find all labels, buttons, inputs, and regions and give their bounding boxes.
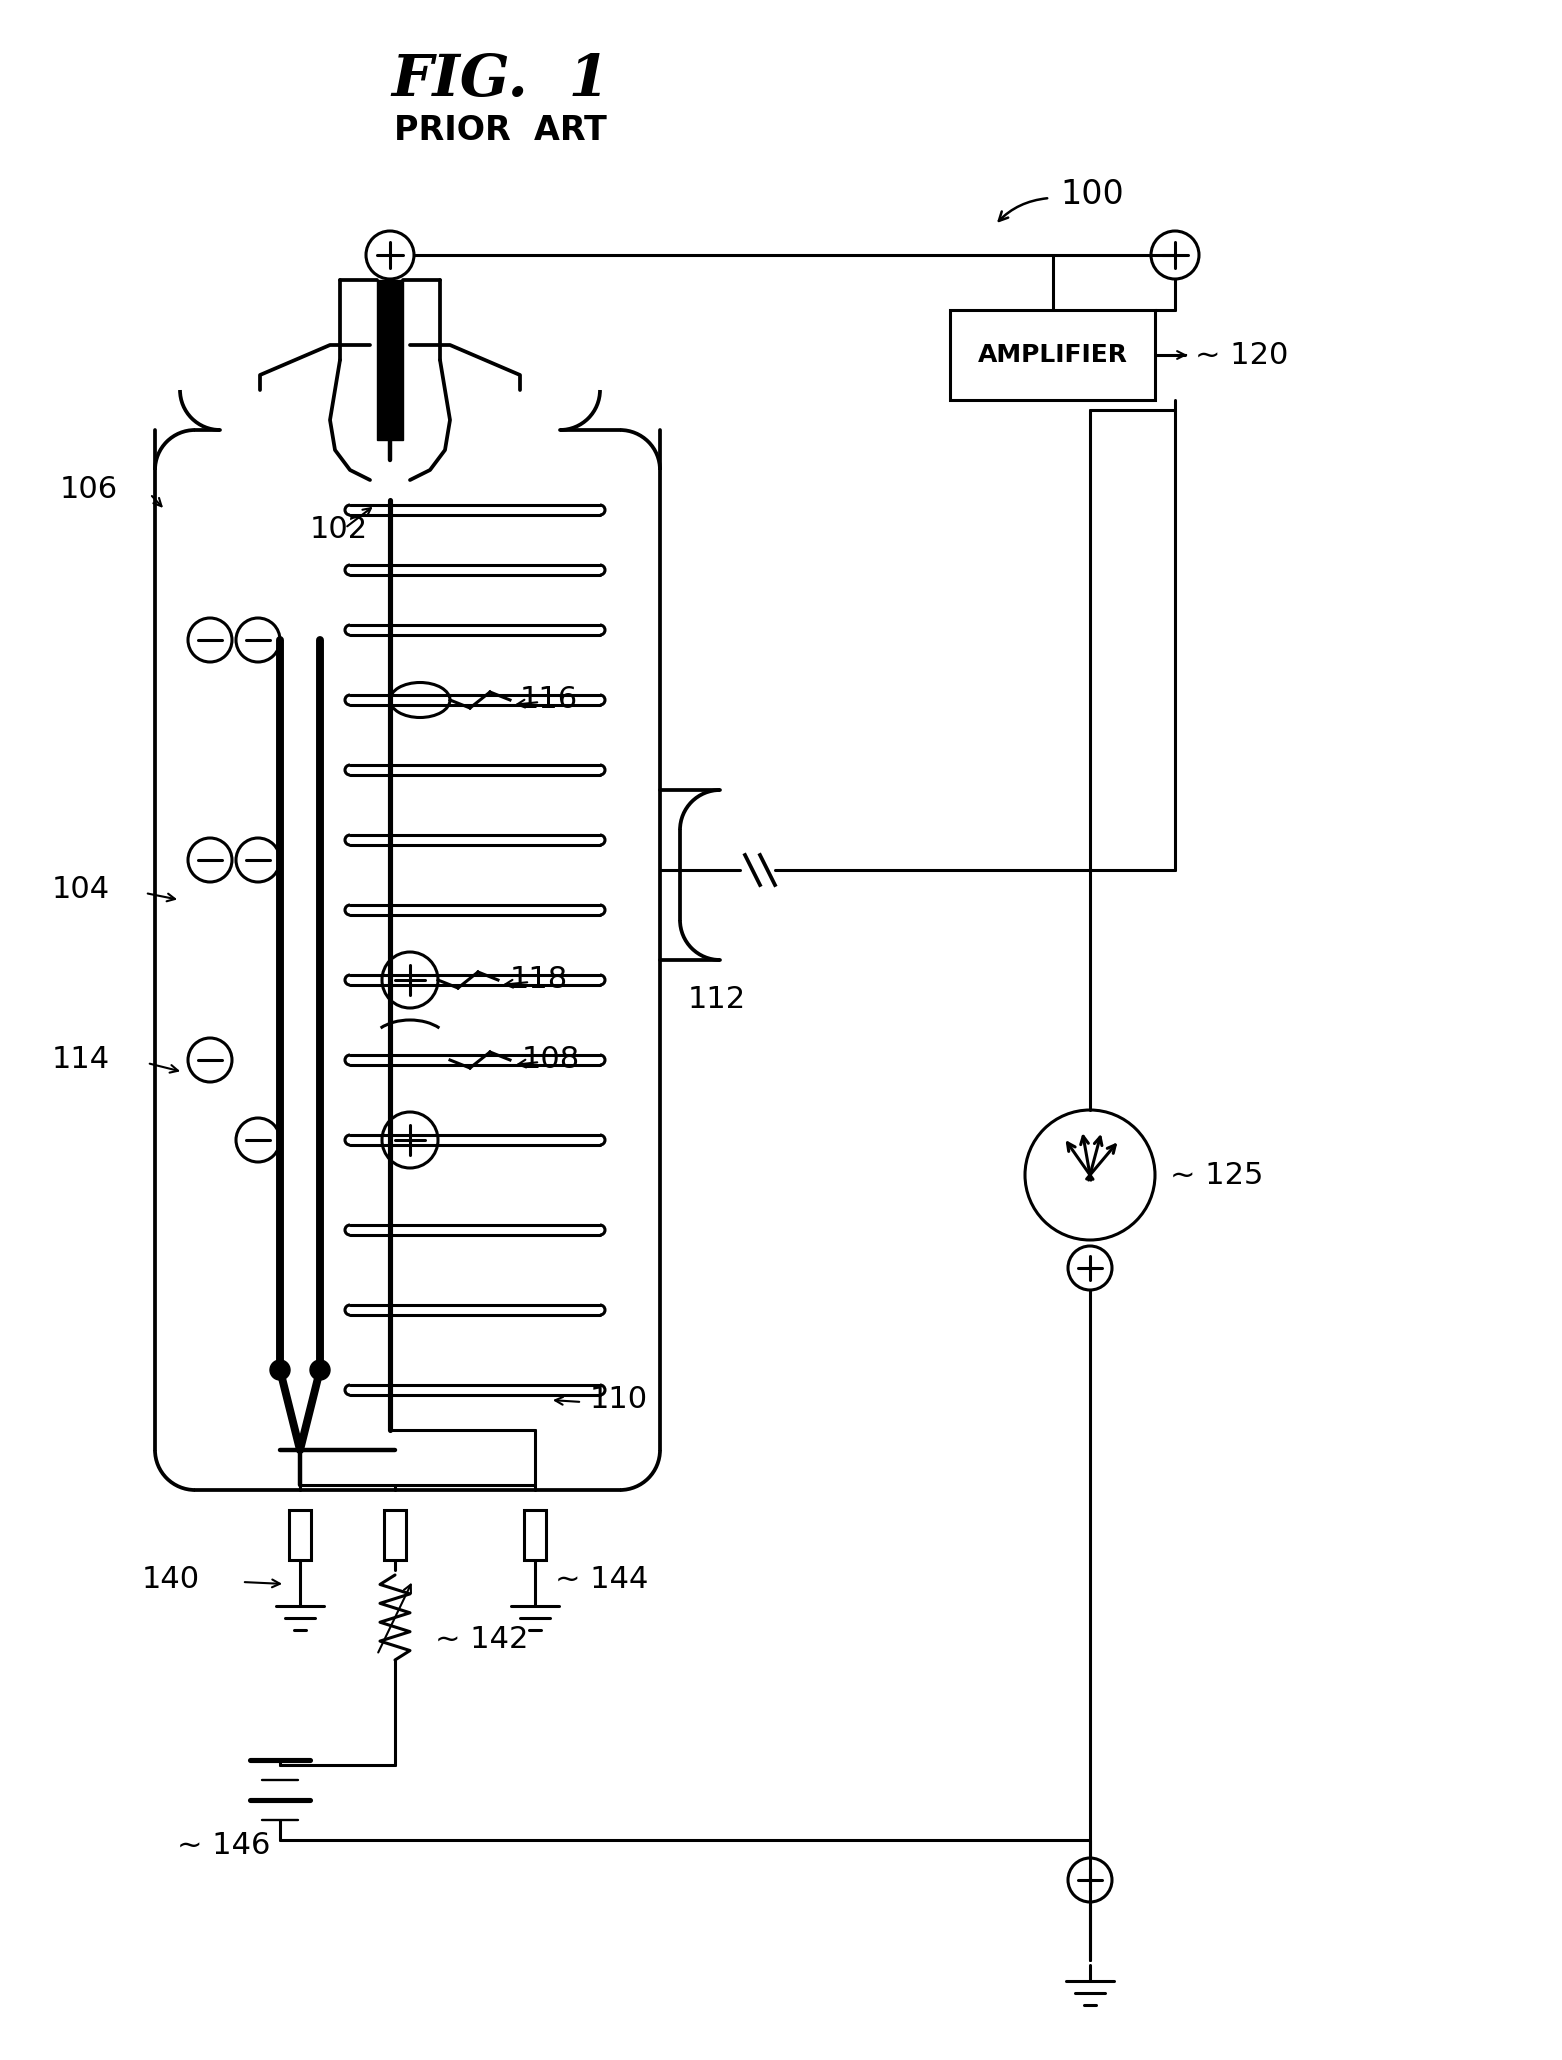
Text: 108: 108 bbox=[522, 1046, 580, 1075]
Circle shape bbox=[309, 1360, 330, 1380]
Text: 106: 106 bbox=[59, 476, 119, 505]
Text: 112: 112 bbox=[687, 985, 747, 1014]
Text: 114: 114 bbox=[52, 1046, 109, 1075]
Text: ~ 142: ~ 142 bbox=[434, 1625, 528, 1654]
Text: 104: 104 bbox=[52, 876, 109, 904]
Text: AMPLIFIER: AMPLIFIER bbox=[978, 344, 1128, 367]
Text: 116: 116 bbox=[520, 686, 578, 715]
Text: 100: 100 bbox=[1061, 179, 1123, 212]
Bar bbox=[376, 280, 403, 441]
Bar bbox=[950, 309, 1154, 400]
Text: 118: 118 bbox=[511, 966, 569, 995]
Bar bbox=[289, 1510, 311, 1559]
Text: PRIOR  ART: PRIOR ART bbox=[394, 113, 606, 146]
Text: ~ 120: ~ 120 bbox=[1195, 340, 1289, 369]
Text: 110: 110 bbox=[590, 1386, 648, 1415]
Text: ~ 144: ~ 144 bbox=[555, 1566, 648, 1594]
Text: 102: 102 bbox=[309, 515, 369, 544]
Bar bbox=[523, 1510, 547, 1559]
Circle shape bbox=[270, 1360, 291, 1380]
Text: FIG.  1: FIG. 1 bbox=[390, 52, 609, 109]
Text: ~ 146: ~ 146 bbox=[177, 1831, 270, 1860]
Text: ~ 125: ~ 125 bbox=[1170, 1160, 1264, 1189]
Bar bbox=[384, 1510, 406, 1559]
Text: 140: 140 bbox=[142, 1566, 200, 1594]
